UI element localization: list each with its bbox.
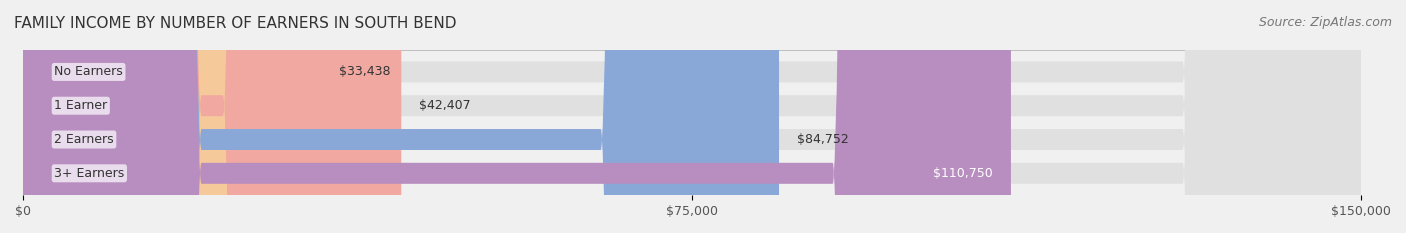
FancyBboxPatch shape [22,0,779,233]
Text: $42,407: $42,407 [419,99,471,112]
Text: $33,438: $33,438 [339,65,391,79]
FancyBboxPatch shape [22,0,1361,233]
FancyBboxPatch shape [22,0,1361,233]
Text: 1 Earner: 1 Earner [55,99,107,112]
Text: 2 Earners: 2 Earners [55,133,114,146]
Text: 3+ Earners: 3+ Earners [55,167,125,180]
FancyBboxPatch shape [22,0,1361,233]
Text: $84,752: $84,752 [797,133,849,146]
FancyBboxPatch shape [22,0,1361,233]
FancyBboxPatch shape [22,0,401,233]
Text: No Earners: No Earners [55,65,122,79]
Text: $110,750: $110,750 [934,167,993,180]
FancyBboxPatch shape [22,0,322,233]
Text: Source: ZipAtlas.com: Source: ZipAtlas.com [1258,16,1392,29]
FancyBboxPatch shape [22,0,1011,233]
Text: FAMILY INCOME BY NUMBER OF EARNERS IN SOUTH BEND: FAMILY INCOME BY NUMBER OF EARNERS IN SO… [14,16,457,31]
